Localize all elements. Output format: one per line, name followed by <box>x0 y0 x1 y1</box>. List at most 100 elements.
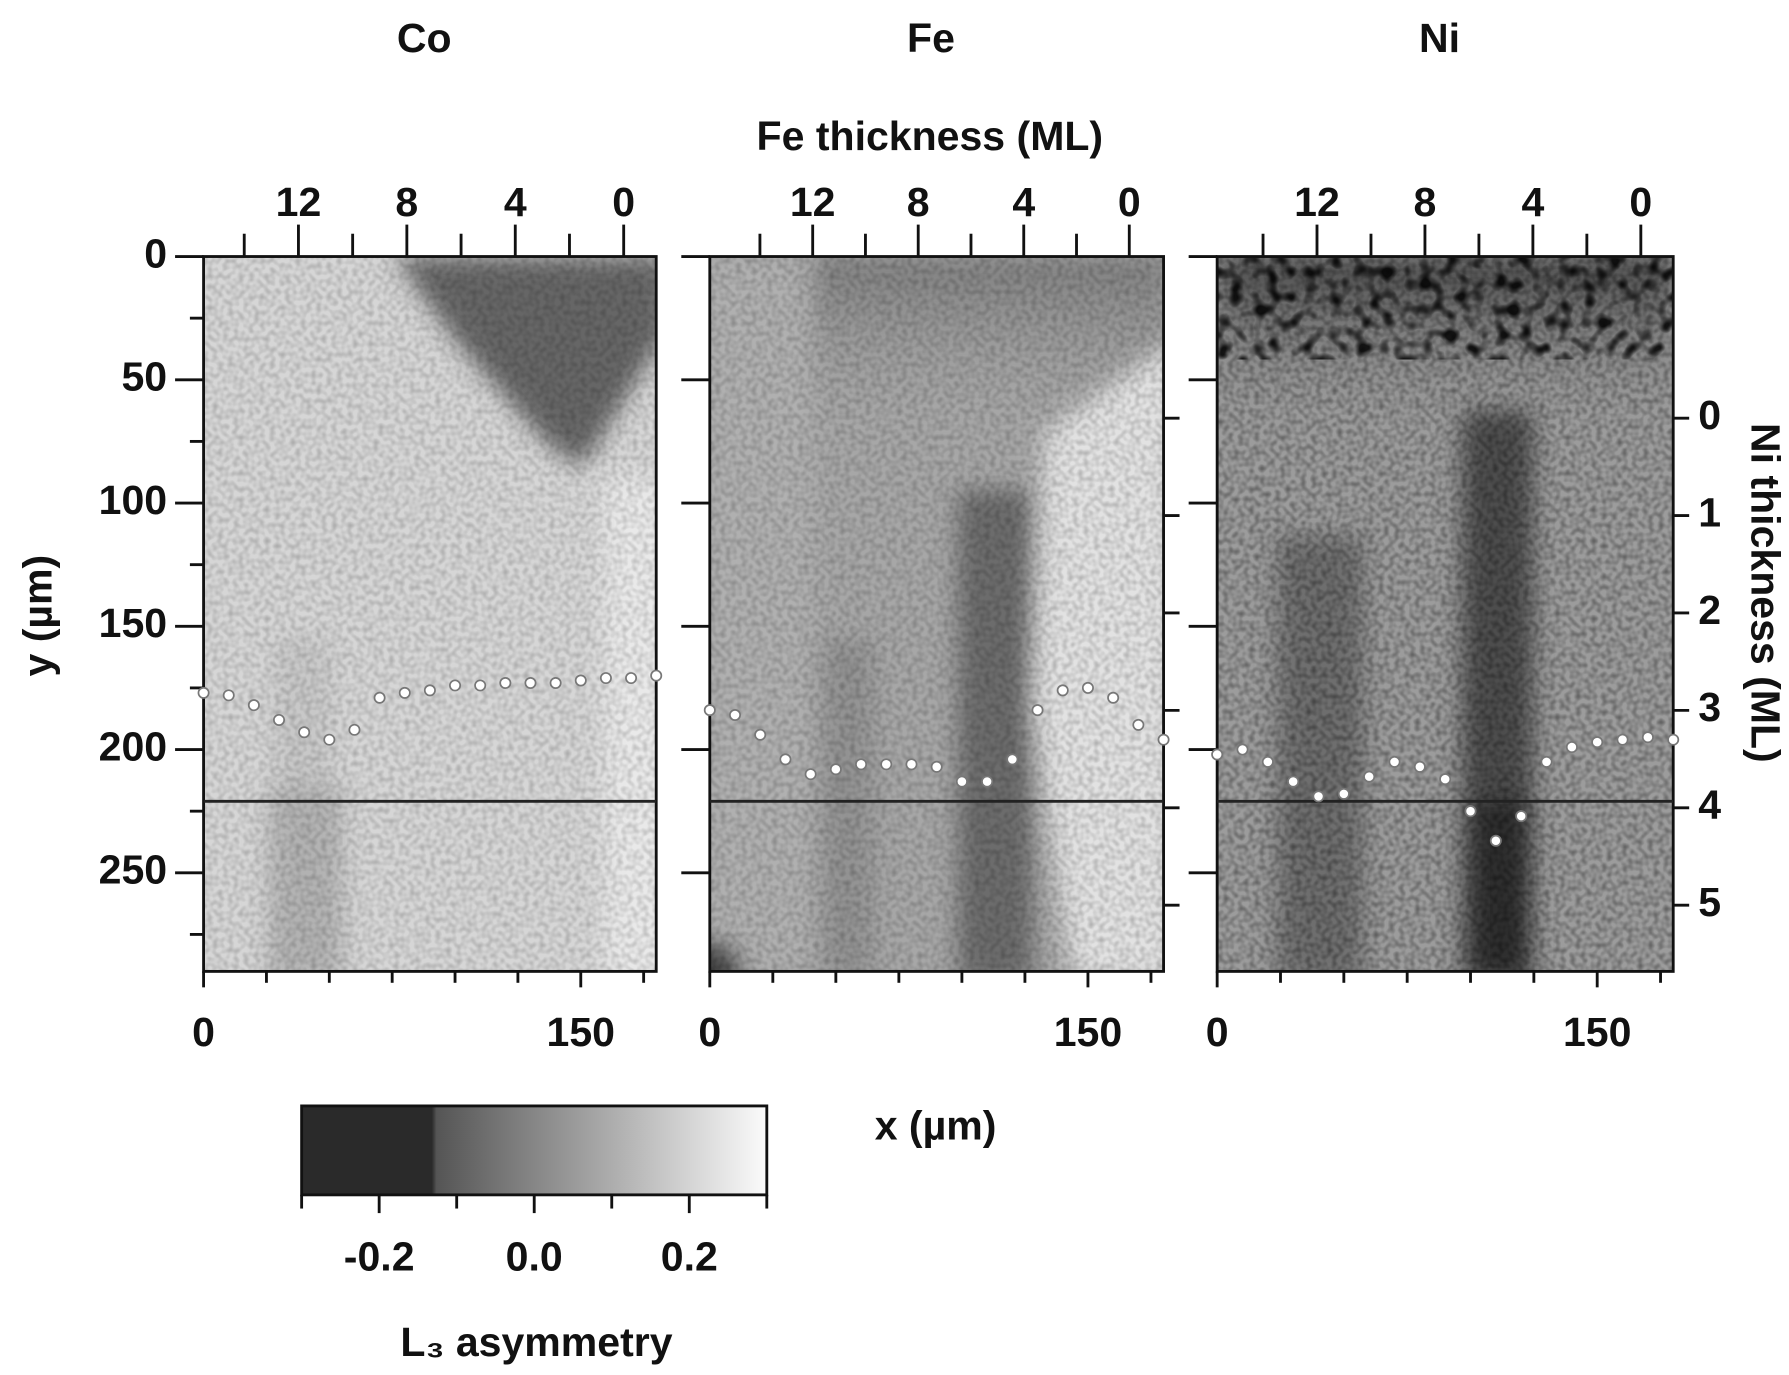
top-tick-label: 12 <box>1294 179 1340 225</box>
profile-point <box>1287 775 1300 788</box>
profile-point <box>1261 755 1274 768</box>
profile-point <box>981 775 994 788</box>
colorbar <box>300 1104 769 1197</box>
profile-point <box>1616 733 1629 746</box>
y-tick-label: 250 <box>99 847 167 893</box>
profile-point <box>197 686 210 699</box>
top-tick-label: 0 <box>1629 179 1652 225</box>
profile-point <box>1489 834 1502 847</box>
profile-point <box>222 689 235 702</box>
top-tick-label: 8 <box>907 179 930 225</box>
x-axis-label: x (µm) <box>875 1103 997 1149</box>
profile-point <box>1312 790 1325 803</box>
profile-point <box>1337 787 1350 800</box>
y-tick-label: 0 <box>144 230 167 276</box>
profile-point <box>1363 770 1376 783</box>
profile-point <box>524 676 537 689</box>
y2-tick-label: 2 <box>1698 587 1721 633</box>
profile-point <box>247 699 260 712</box>
top-axis-label: Fe thickness (ML) <box>757 113 1104 159</box>
profile-point <box>398 686 411 699</box>
y-tick-label: 150 <box>99 600 167 646</box>
profile-point <box>1388 755 1401 768</box>
profile-point <box>880 758 893 771</box>
profile-point <box>905 758 918 771</box>
profile-point <box>1641 731 1654 744</box>
profile-point <box>599 672 612 685</box>
profile-point <box>1236 743 1249 756</box>
profile-point <box>373 691 386 704</box>
profile-point <box>855 758 868 771</box>
profile-point <box>1132 718 1145 731</box>
profile-point <box>298 726 311 739</box>
x-tick-label: 0 <box>1206 1009 1229 1055</box>
top-tick-label: 8 <box>1414 179 1437 225</box>
profile-point <box>1081 681 1094 694</box>
profile-point <box>1006 753 1019 766</box>
fe-image <box>709 256 1164 972</box>
y2-tick-label: 5 <box>1698 879 1721 925</box>
profile-point <box>1031 704 1044 717</box>
profile-point <box>650 669 663 682</box>
x-tick-label: 0 <box>698 1009 721 1055</box>
y-tick-label: 100 <box>99 477 167 523</box>
y-tick-label: 200 <box>99 723 167 769</box>
y-axis-label: y (µm) <box>14 555 60 677</box>
profile-point <box>1211 748 1224 761</box>
profile-point <box>1413 760 1426 773</box>
profile-point <box>804 768 817 781</box>
x-tick-label: 150 <box>1054 1009 1122 1055</box>
profile-point <box>1107 691 1120 704</box>
y2-tick-label: 3 <box>1698 684 1721 730</box>
profile-point <box>703 704 716 717</box>
profile-point <box>1565 741 1578 754</box>
profile-point <box>1439 773 1452 786</box>
y-tick-label: 50 <box>121 354 167 400</box>
panel-title: Fe <box>907 15 955 61</box>
y2-axis-label: Ni thickness (ML) <box>1742 423 1788 763</box>
profile-point <box>729 709 741 722</box>
y2-tick-label: 1 <box>1698 489 1721 535</box>
profile-point <box>1464 805 1477 818</box>
y2-tick-label: 0 <box>1698 392 1721 438</box>
frame <box>202 255 658 973</box>
x-tick-label: 150 <box>547 1009 615 1055</box>
colorbar-tick-label: -0.2 <box>344 1234 415 1280</box>
profile-point <box>1157 733 1170 746</box>
profile-point <box>499 676 512 689</box>
top-tick-label: 4 <box>504 179 527 225</box>
colorbar-label: L₃ asymmetry <box>400 1319 672 1365</box>
profile-point <box>955 775 968 788</box>
profile-point <box>348 723 361 736</box>
top-tick-label: 0 <box>612 179 635 225</box>
panel-title: Ni <box>1419 15 1460 61</box>
colorbar-tick-label: 0.0 <box>506 1234 563 1280</box>
x-tick-label: 150 <box>1563 1009 1631 1055</box>
profile-point <box>754 728 767 741</box>
co-image <box>203 256 657 972</box>
x-tick-label: 0 <box>192 1009 215 1055</box>
top-tick-label: 12 <box>276 179 322 225</box>
ni-image <box>1217 256 1674 972</box>
profile-point <box>1591 736 1604 749</box>
profile-point <box>1540 755 1553 768</box>
profile-point <box>779 753 792 766</box>
top-tick-label: 4 <box>1012 179 1035 225</box>
profile-point <box>474 679 487 692</box>
profile-point <box>625 672 638 685</box>
top-tick-label: 4 <box>1521 179 1544 225</box>
profile-point <box>574 674 587 687</box>
top-tick-label: 12 <box>790 179 836 225</box>
profile-point <box>829 763 842 776</box>
profile-point <box>449 679 462 692</box>
panel-title: Co <box>397 15 452 61</box>
top-tick-label: 0 <box>1118 179 1141 225</box>
profile-point <box>423 684 436 697</box>
profile-point <box>549 676 562 689</box>
top-tick-label: 8 <box>395 179 418 225</box>
y2-tick-label: 4 <box>1698 782 1721 828</box>
profile-point <box>1667 733 1680 746</box>
colorbar-tick-label: 0.2 <box>661 1234 718 1280</box>
profile-point <box>1056 684 1069 697</box>
